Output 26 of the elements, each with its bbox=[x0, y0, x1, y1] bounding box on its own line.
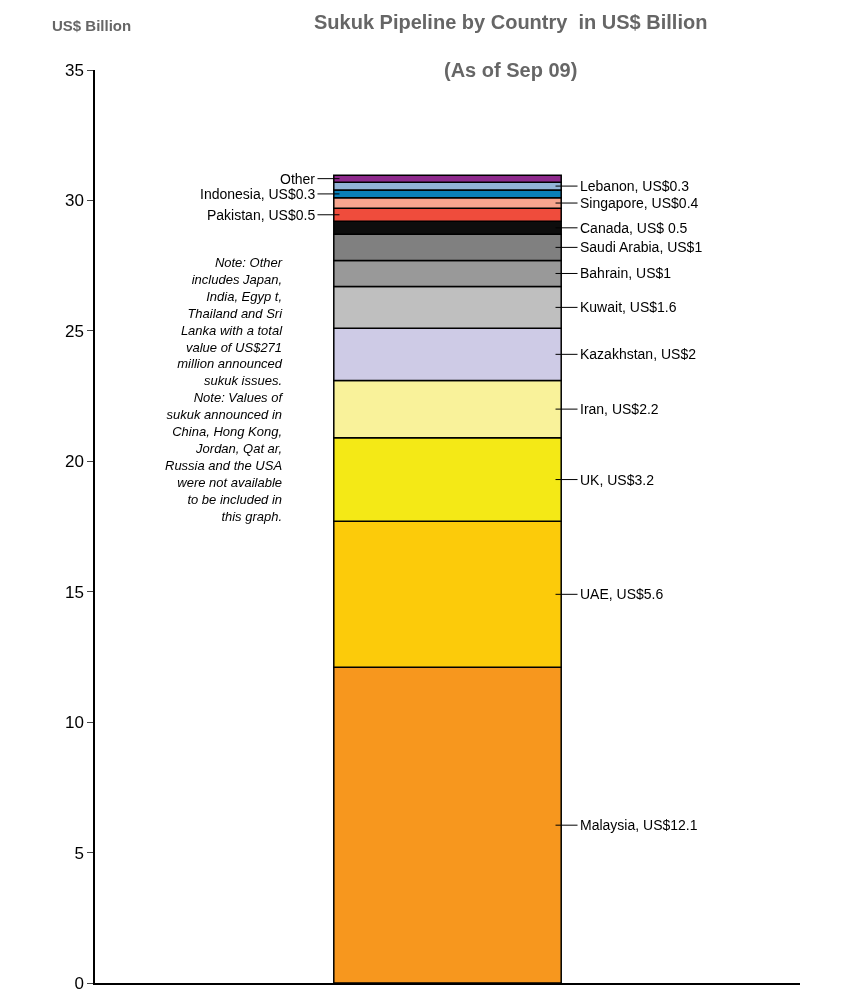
series-label: Other bbox=[280, 171, 316, 187]
legend-label: Saudi Arabia, US$1 bbox=[580, 239, 703, 255]
legend-label: UAE, US$5.6 bbox=[580, 586, 664, 602]
y-tick-label: 30 bbox=[64, 191, 84, 211]
y-tick-label: 25 bbox=[64, 321, 84, 341]
legend-label: Lebanon, US$0.3 bbox=[580, 178, 690, 194]
legend-label: Canada, US$ 0.5 bbox=[580, 220, 688, 236]
series-label: Indonesia, US$0.3 bbox=[200, 186, 316, 202]
y-tick-label: 5 bbox=[74, 843, 84, 863]
legend-label: Kuwait, US$1.6 bbox=[580, 299, 677, 315]
legend-label: Bahrain, US$1 bbox=[580, 265, 672, 281]
y-tick-label: 0 bbox=[74, 973, 84, 993]
y-tick-label: 10 bbox=[64, 713, 84, 733]
legend-label: UK, US$3.2 bbox=[580, 472, 655, 488]
legend-label: Kazakhstan, US$2 bbox=[580, 346, 697, 362]
series-label: Pakistan, US$0.5 bbox=[207, 207, 316, 223]
legend-label: Iran, US$2.2 bbox=[580, 401, 659, 417]
legend-label: Malaysia, US$12.1 bbox=[580, 817, 698, 833]
y-tick-label: 35 bbox=[64, 60, 84, 80]
legend-label: Singapore, US$0.4 bbox=[580, 195, 699, 211]
y-tick-label: 15 bbox=[64, 582, 84, 602]
y-axis-title: US$ Billion bbox=[52, 17, 132, 34]
text: Note: Other includes Japan, India, Egyp t, Thailand and Sri Lanka with a total value of US$271 million announced sukuk issues. Note: Values of sukuk announced in China, Hong Kong, Jordan, Qat ar, Russia and the USA were not available to be included in this graph. bbox=[165, 255, 283, 524]
chart-title: Sukuk Pipeline by Country in US$ Billion bbox=[314, 11, 708, 33]
chart-subtitle: (As of Sep 09) bbox=[444, 59, 578, 81]
y-tick-label: 20 bbox=[64, 452, 84, 472]
